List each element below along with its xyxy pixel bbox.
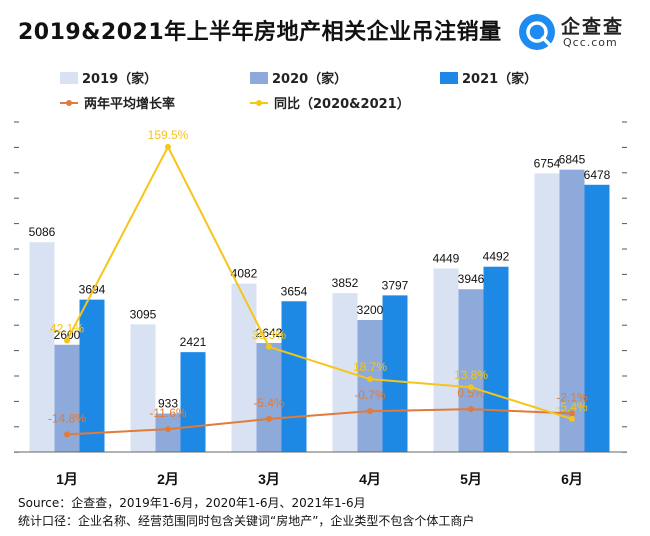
avg-growth-point-3 [266, 415, 272, 422]
legend-swatch-yoy [250, 100, 268, 106]
bar-2019-6 [534, 173, 560, 452]
category-label-4: 4月 [359, 471, 381, 487]
bar-label-2021-6: 6478 [584, 168, 611, 182]
avg-growth-label-1: -14.8% [48, 411, 86, 425]
bar-label-2020-6: 6845 [559, 153, 586, 167]
legend-swatch-2019 [60, 72, 78, 84]
yoy-label-3: 38.3% [252, 328, 286, 342]
legend-swatch-2021 [440, 72, 458, 84]
bar-2020-4 [357, 320, 383, 452]
bar-2020-5 [458, 289, 484, 452]
legend-item-2019: 2019（家） [60, 68, 157, 87]
avg-growth-label-2: -11.6% [149, 406, 186, 420]
bar-2019-4 [332, 293, 358, 452]
bar-label-2021-2: 2421 [180, 335, 207, 349]
yoy-point-5 [468, 384, 474, 391]
category-label-1: 1月 [56, 471, 78, 487]
bar-2019-5 [433, 268, 459, 452]
yoy-point-4 [367, 376, 373, 383]
bar-label-2019-1: 5086 [29, 225, 56, 239]
legend-item-yoy: 同比（2020&2021） [250, 93, 410, 112]
legend-swatch-2020 [250, 72, 268, 84]
bar-2021-1 [79, 299, 105, 452]
bar-2020-6 [559, 169, 585, 453]
avg-growth-point-2 [165, 426, 171, 433]
avg-growth-point-5 [468, 406, 474, 413]
avg-growth-label-3: -5.4% [253, 396, 285, 410]
legend-label-yoy: 同比（2020&2021） [274, 97, 410, 112]
bar-label-2020-1: 2600 [54, 328, 81, 342]
bar-label-2019-6: 6754 [534, 156, 561, 170]
avg-growth-label-6: -2.1% [556, 390, 588, 404]
legend-swatch-avg-growth [60, 100, 78, 106]
yoy-line [66, 144, 573, 420]
bar-label-2020-5: 3946 [458, 272, 485, 286]
bar-2021-2 [180, 352, 206, 452]
legend-item-avg-growth: 两年平均增长率 [60, 93, 175, 112]
bar-label-2020-2: 933 [158, 397, 178, 411]
avg-growth-point-4 [367, 408, 373, 415]
category-label-6: 6月 [561, 471, 583, 487]
bar-label-2021-4: 3797 [382, 278, 409, 292]
qcc-logo: 企查查 Qcc.com [519, 12, 639, 52]
legend-label-avg-growth: 两年平均增长率 [84, 97, 176, 112]
bar-label-2021-5: 4492 [483, 250, 510, 264]
legend-item-2020: 2020（家） [250, 68, 347, 87]
bar-2020-3 [256, 343, 282, 452]
bar-label-2020-3: 2642 [256, 326, 283, 340]
bar-2021-3 [281, 301, 307, 452]
yoy-label-2: 159.5% [148, 128, 189, 142]
category-label-3: 3月 [258, 471, 280, 487]
category-label-2: 2月 [157, 471, 179, 487]
yoy-point-6 [569, 415, 575, 422]
avg-growth-point-1 [64, 431, 70, 438]
legend-label-2021: 2021（家） [462, 72, 538, 87]
logo-name: 企查查 [561, 16, 625, 38]
legend-item-2021: 2021（家） [440, 68, 537, 87]
source-note: Source：企查查，2019年1-6月，2020年1-6月、2021年1-6月 [18, 496, 366, 510]
bar-label-2021-3: 3654 [281, 284, 308, 298]
bar-label-2019-2: 3095 [130, 307, 157, 321]
bar-label-2019-4: 3852 [332, 276, 359, 290]
yoy-label-5: 13.8% [454, 368, 488, 382]
yoy-label-1: 42.1% [50, 322, 84, 336]
yoy-point-3 [266, 343, 272, 350]
legend: 2019（家） 2020（家） 2021（家） 两年平均增长率 同比（2020&… [0, 0, 650, 112]
bar-2021-5 [483, 266, 509, 452]
avg-growth-label-4: -0.7% [354, 388, 386, 402]
chart-title: 2019&2021年上半年房地产相关企业吊注销量 [18, 20, 502, 45]
bar-2019-2 [130, 324, 156, 452]
yoy-point-1 [64, 337, 70, 344]
qcc-logo-icon [519, 14, 555, 50]
bar-label-2020-4: 3200 [357, 303, 384, 317]
avg-growth-line [66, 408, 573, 436]
legend-label-2019: 2019（家） [82, 72, 158, 87]
bar-2019-1 [29, 242, 55, 452]
bar-2021-4 [382, 295, 408, 452]
logo-domain: Qcc.com [563, 36, 618, 49]
yoy-point-2 [165, 143, 171, 150]
criteria-note: 统计口径：企业名称、经营范围同时包含关键词“房地产”，企业类型不包含个体工商户 [18, 514, 475, 528]
bar-label-2019-3: 4082 [231, 267, 258, 281]
bar-2020-2 [155, 413, 181, 452]
avg-growth-point-6 [569, 410, 575, 417]
bar-label-2021-1: 3694 [79, 283, 106, 297]
yoy-label-4: 18.7% [353, 360, 387, 374]
legend-label-2020: 2020（家） [272, 72, 348, 87]
yoy-label-6: -5.4% [556, 400, 588, 414]
category-label-5: 5月 [460, 471, 482, 487]
bar-2019-3 [231, 283, 257, 452]
bar-2021-6 [584, 184, 610, 452]
bar-label-2019-5: 4449 [433, 251, 460, 265]
